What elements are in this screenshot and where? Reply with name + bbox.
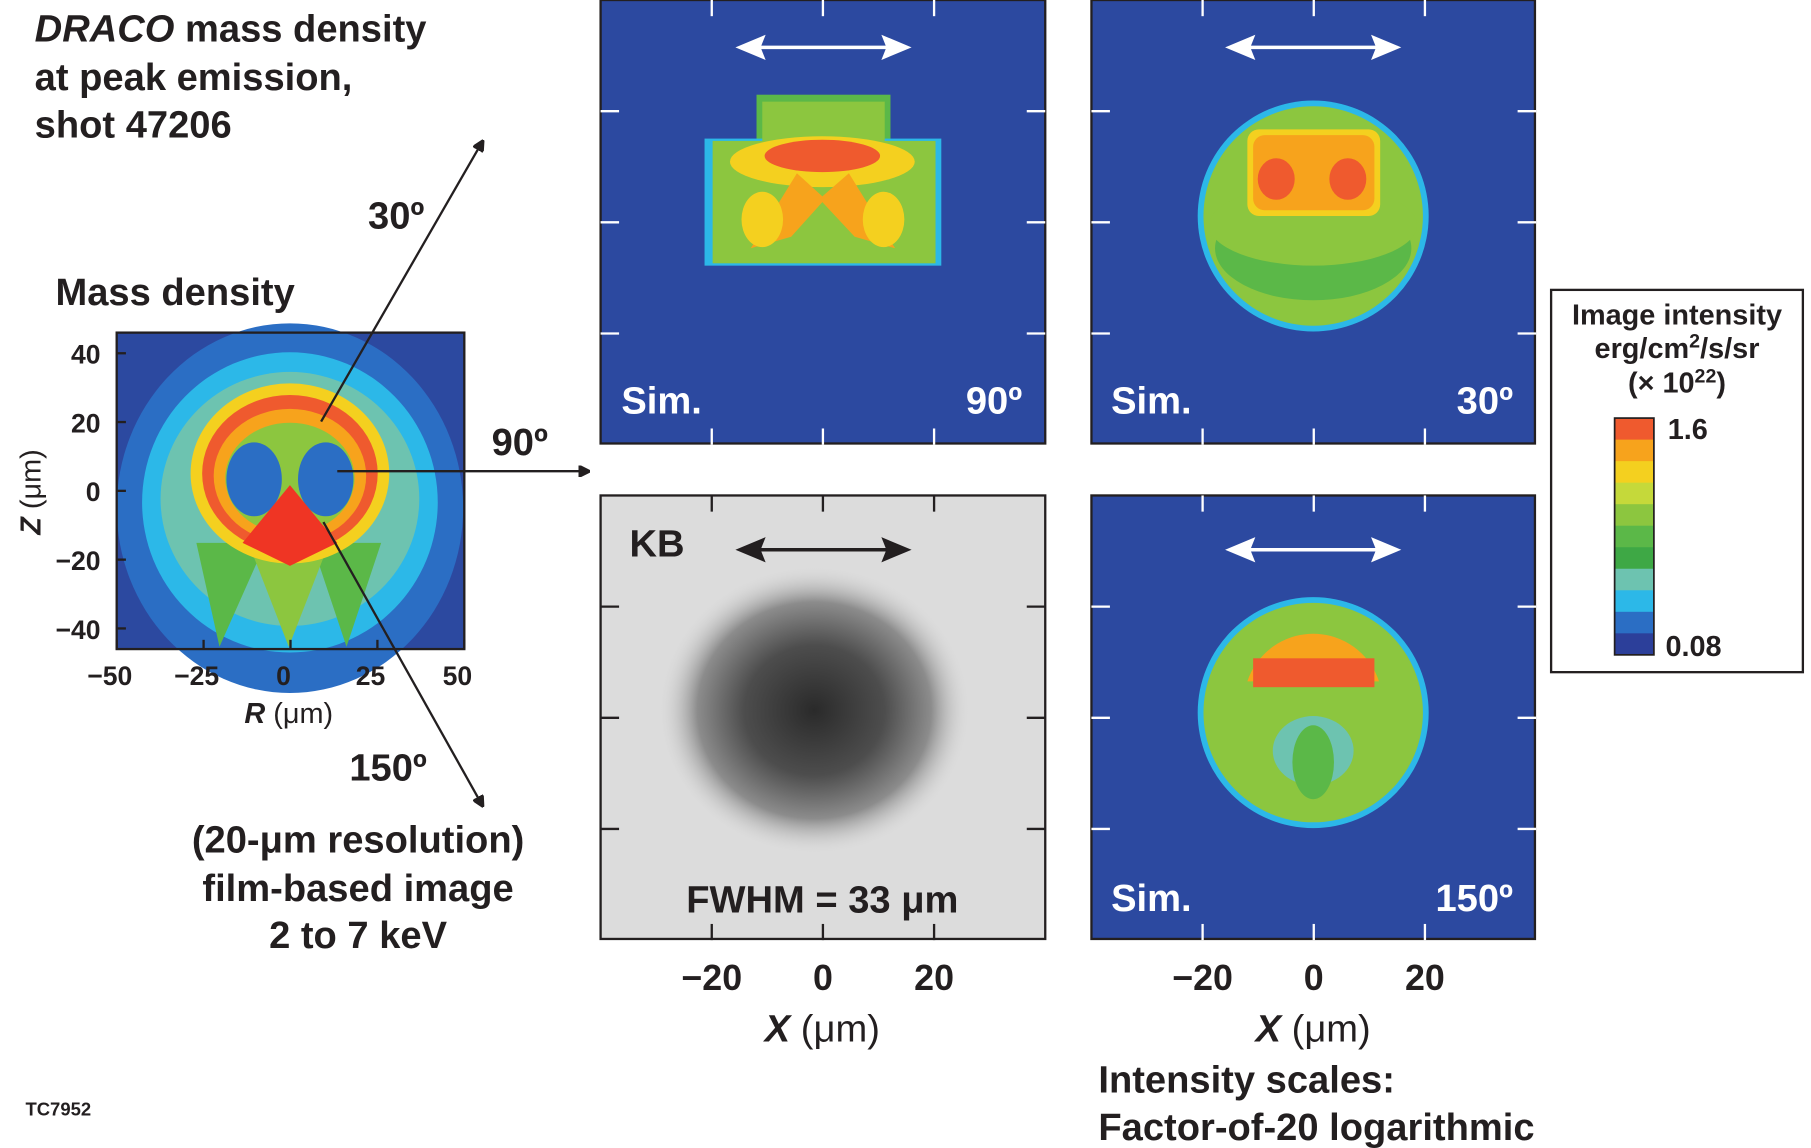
colorbar-swatch xyxy=(1615,418,1654,440)
colorbar-swatch xyxy=(1615,483,1654,505)
y-tick-label: 0 xyxy=(86,477,101,507)
axis-unit: (μm) xyxy=(1292,1009,1371,1051)
footer-line: Intensity scales: xyxy=(1098,1060,1395,1102)
x-tick-label: 50 xyxy=(443,661,473,691)
view-label: 30º xyxy=(368,196,424,238)
colorbar-swatch xyxy=(1615,590,1654,612)
x-axis-label: X (μm) xyxy=(763,1009,880,1051)
density-heatmap xyxy=(117,323,465,693)
x-axis-label: X (μm) xyxy=(1254,1009,1371,1051)
x-tick-label: 20 xyxy=(914,958,954,998)
y-tick-label: 20 xyxy=(71,408,101,438)
legend-text: erg/cm xyxy=(1595,333,1690,365)
x-tick-label: −50 xyxy=(87,661,132,691)
panel-label: Sim. xyxy=(621,380,701,422)
colorbar xyxy=(1615,418,1654,655)
y-tick-label: 40 xyxy=(71,340,101,370)
x-tick-label: −20 xyxy=(681,958,742,998)
panel-label: 90º xyxy=(966,380,1022,422)
figure-code: TC7952 xyxy=(25,1099,91,1120)
header-line: at peak emission, xyxy=(35,57,353,99)
axis-unit: (μm) xyxy=(273,698,333,730)
x-tick-label: 25 xyxy=(356,661,386,691)
legend-title: Image intensity xyxy=(1572,300,1782,332)
axis-var: Z xyxy=(15,516,47,536)
colorbar-swatch xyxy=(1615,547,1654,569)
header-line: DRACO mass density xyxy=(35,9,427,51)
y-tick-label: −20 xyxy=(55,546,100,576)
header-line: shot 47206 xyxy=(35,104,232,146)
legend-text: ) xyxy=(1716,368,1726,400)
x-axis-label: R (μm) xyxy=(244,698,333,730)
legend-sup: 2 xyxy=(1689,331,1700,353)
kb-image xyxy=(658,566,970,855)
x-tick-label: 0 xyxy=(1304,958,1324,998)
axis-var: X xyxy=(763,1009,793,1051)
legend-sup: 22 xyxy=(1695,365,1717,387)
image-axes: −20 0 20 −20 0 20 xyxy=(681,958,1444,998)
colorbar-swatch xyxy=(1615,633,1654,655)
colorbar-swatch xyxy=(1615,526,1654,548)
colorbar-swatch xyxy=(1615,440,1654,462)
axis-var: X xyxy=(1254,1009,1284,1051)
y-axis-label: Z (μm) xyxy=(15,449,47,536)
axis-var: R xyxy=(244,698,265,730)
footer-line: Factor-of-20 logarithmic xyxy=(1098,1107,1534,1148)
x-tick-label: 0 xyxy=(813,958,833,998)
panel-label: 150º xyxy=(1435,878,1513,920)
colorbar-swatch xyxy=(1615,569,1654,591)
x-tick-label: −20 xyxy=(1172,958,1233,998)
panel-label: Sim. xyxy=(1111,878,1191,920)
header-rest: mass density xyxy=(174,9,426,51)
figure: DRACO mass density at peak emission, sho… xyxy=(0,0,1811,1148)
panel-label: FWHM = 33 μm xyxy=(686,879,958,921)
page: {"header":{"emphasis":"DRACO","rest":" m… xyxy=(0,0,1811,1148)
sim-image xyxy=(1198,100,1429,331)
note-line: (20-μm resolution) xyxy=(192,819,524,861)
view-label: 90º xyxy=(492,422,548,464)
sim-image xyxy=(1198,597,1429,828)
axis-unit: (μm) xyxy=(801,1009,880,1051)
panel-title: Mass density xyxy=(55,272,294,314)
legend-title: erg/cm2/s/sr xyxy=(1595,331,1760,365)
y-tick-label: −40 xyxy=(55,615,100,645)
colorbar-max: 1.6 xyxy=(1668,414,1708,446)
colorbar-min: 0.08 xyxy=(1665,631,1721,663)
x-tick-label: 20 xyxy=(1405,958,1445,998)
x-tick-label: 0 xyxy=(276,661,291,691)
x-tick-label: −25 xyxy=(174,661,219,691)
colorbar-swatch xyxy=(1615,504,1654,526)
axis-unit: (μm) xyxy=(15,449,47,509)
legend-text: /s/sr xyxy=(1700,333,1759,365)
panel-label: KB xyxy=(629,524,684,566)
colorbar-swatch xyxy=(1615,612,1654,634)
note-line: film-based image xyxy=(202,868,513,910)
colorbar-swatch xyxy=(1615,461,1654,483)
legend-text: (× 10 xyxy=(1628,368,1695,400)
header-emphasis: DRACO xyxy=(35,9,175,51)
panel-label: Sim. xyxy=(1111,380,1191,422)
panel-label: 30º xyxy=(1457,380,1513,422)
view-label: 150º xyxy=(349,748,427,790)
note-line: 2 to 7 keV xyxy=(269,915,448,957)
